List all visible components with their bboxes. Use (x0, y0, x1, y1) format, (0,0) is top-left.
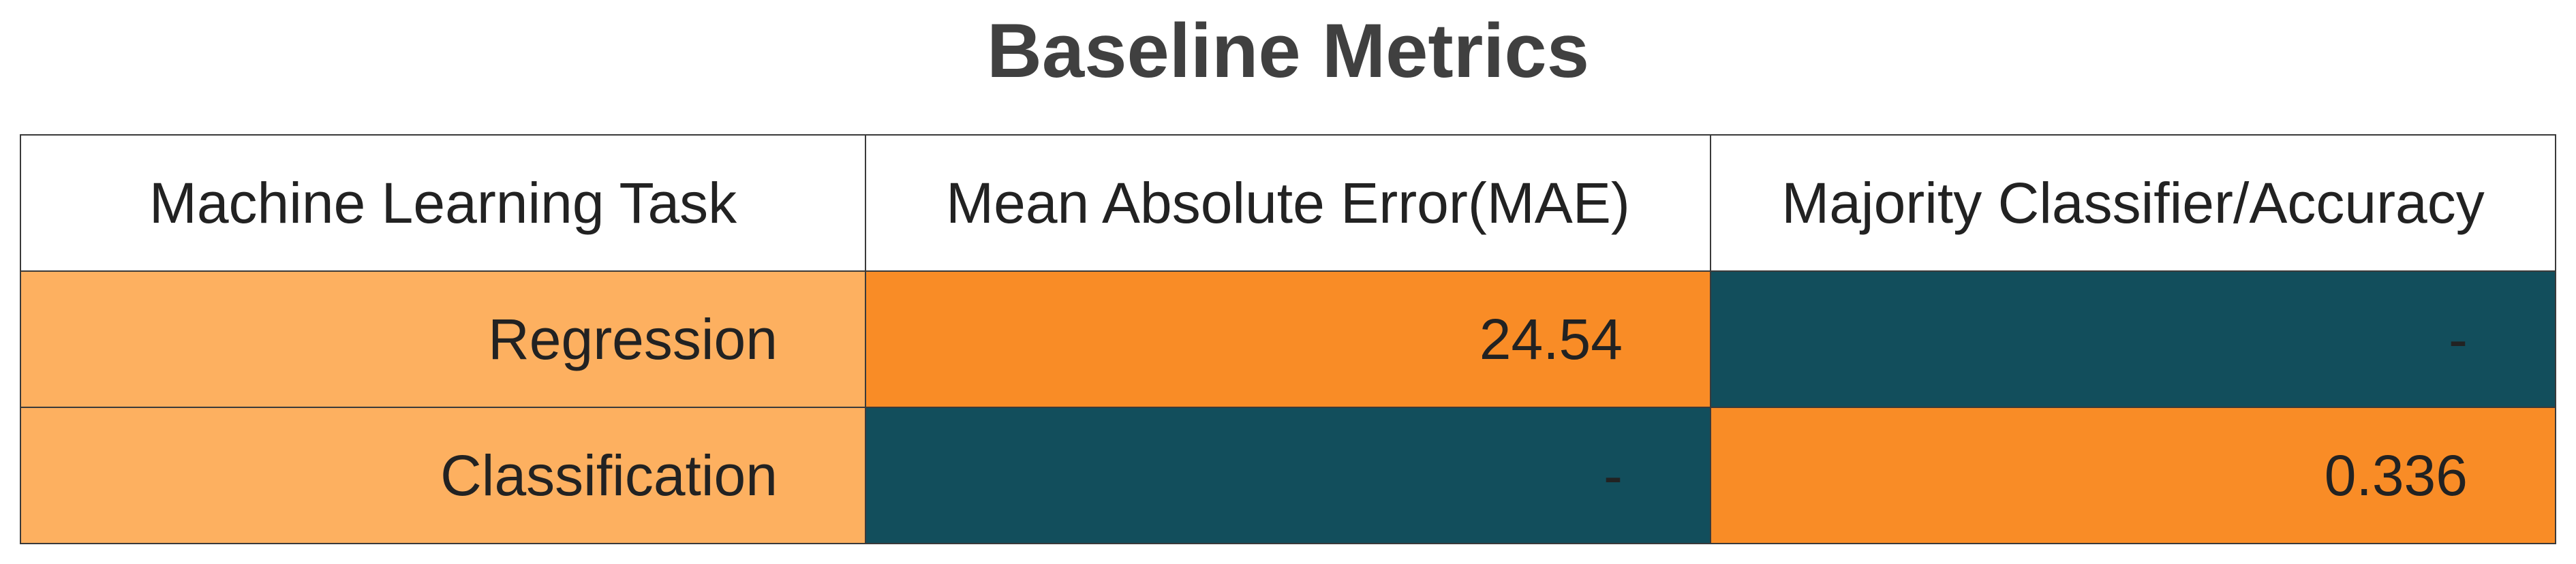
value-cell: 0.336 (1710, 407, 2556, 544)
table-row: Regression 24.54- (20, 270, 2556, 408)
value-cell: - (865, 407, 1711, 544)
chart-title: Baseline Metrics (987, 8, 1589, 93)
table-header-row: Machine Learning Task Mean Absolute Error… (20, 134, 2556, 272)
row-label-cell: Classification (20, 407, 866, 544)
value-cell: 24.54 (865, 270, 1711, 408)
column-header: Machine Learning Task (20, 134, 866, 272)
value-cell: - (1710, 270, 2556, 408)
table-row: Classification -0.336 (20, 407, 2556, 544)
metrics-table: Machine Learning Task Mean Absolute Error… (20, 134, 2556, 544)
column-header: Majority Classifier/Accuracy (1710, 134, 2556, 272)
column-header: Mean Absolute Error(MAE) (865, 134, 1711, 272)
row-label-cell: Regression (20, 270, 866, 408)
